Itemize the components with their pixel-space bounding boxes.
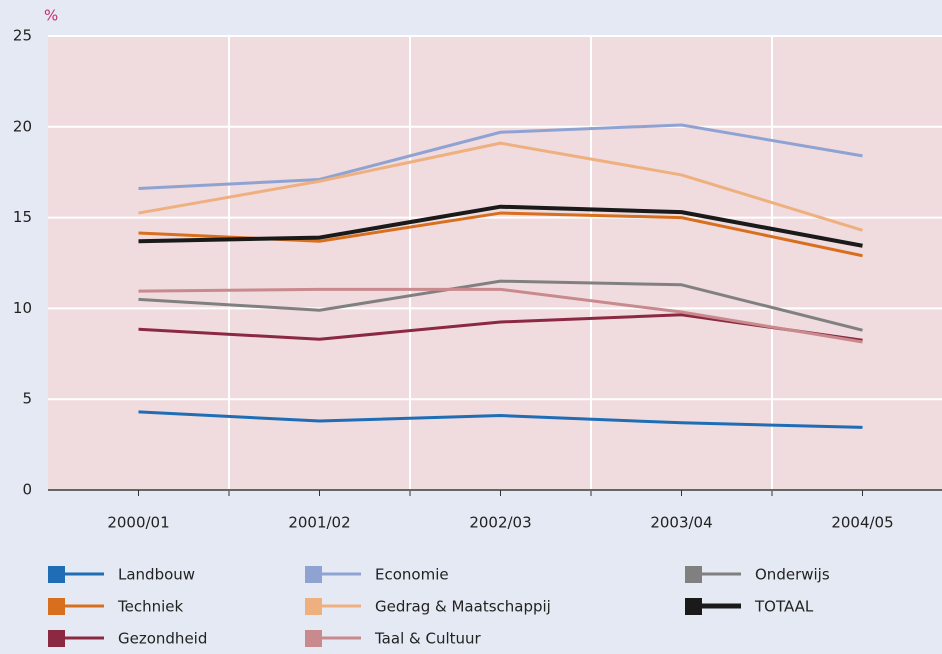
x-tick-label: 2000/01 — [107, 514, 169, 532]
legend-swatch — [48, 598, 65, 615]
legend-swatch — [305, 598, 322, 615]
x-tick-label: 2001/02 — [288, 514, 350, 532]
x-tick-label: 2003/04 — [650, 514, 712, 532]
y-tick-label: 10 — [13, 299, 32, 317]
legend-label: TOTAAL — [754, 598, 814, 616]
line-series — [138, 279, 863, 332]
legend-label: Gedrag & Maatschappij — [375, 598, 551, 616]
y-tick-label: 20 — [13, 117, 32, 135]
legend-swatch — [685, 566, 702, 583]
legend-label: Gezondheid — [118, 630, 207, 648]
line-series — [138, 141, 863, 232]
y-tick-label: 0 — [22, 481, 32, 499]
legend-label: Economie — [375, 566, 449, 584]
legend-label: Onderwijs — [755, 566, 830, 584]
x-tick-label: 2002/03 — [469, 514, 531, 532]
legend-label: Taal & Cultuur — [374, 630, 482, 648]
line-series — [138, 410, 863, 429]
plot-area — [48, 36, 942, 490]
line-series — [138, 287, 863, 344]
y-tick-label: 15 — [13, 208, 32, 226]
line-series — [138, 123, 863, 191]
legend-swatch — [48, 630, 65, 647]
y-tick-label: 5 — [22, 390, 32, 408]
legend-swatch — [305, 630, 322, 647]
legend-swatch — [48, 566, 65, 583]
y-axis-label: % — [44, 7, 58, 25]
legend-swatch — [305, 566, 322, 583]
x-tick-label: 2004/05 — [831, 514, 893, 532]
legend-swatch — [685, 598, 702, 615]
legend-label: Techniek — [117, 598, 183, 616]
y-tick-label: 25 — [13, 27, 32, 45]
line-series — [138, 204, 863, 248]
legend-label: Landbouw — [118, 566, 195, 584]
